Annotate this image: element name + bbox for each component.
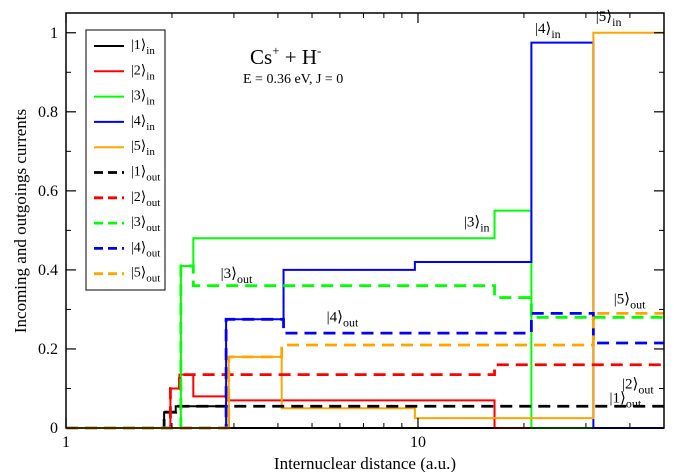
series-line-5out <box>66 311 664 430</box>
annotation-2: |3⟩in <box>464 214 490 234</box>
annotation-7: |1⟩out <box>609 390 641 410</box>
annotation-0-state: |4⟩ <box>535 21 551 37</box>
legend-label-2in: |2⟩in <box>131 63 155 82</box>
legend-label-1out-subscript: out <box>146 172 160 184</box>
legend-label-2in-subscript: in <box>146 70 155 82</box>
annotation-layer: |4⟩in|5⟩in|3⟩in|3⟩out|4⟩out|5⟩out|2⟩out|… <box>221 9 655 410</box>
title-sup2: - <box>317 43 321 58</box>
legend-label-5out-state: |5⟩ <box>131 266 146 281</box>
legend-label-1in-state: |1⟩ <box>131 38 146 53</box>
series-line-2out <box>66 363 664 430</box>
annotation-4-state: |4⟩ <box>327 309 343 325</box>
annotation-6: |2⟩out <box>622 376 654 396</box>
annotation-5: |5⟩out <box>614 292 646 312</box>
legend-label-3in-state: |3⟩ <box>131 89 146 104</box>
legend-label-2out-state: |2⟩ <box>131 190 146 205</box>
legend-label-4out-subscript: out <box>146 247 160 259</box>
y-tick-label: 0.6 <box>38 183 58 200</box>
annotation-2-subscript: in <box>480 220 489 234</box>
legend-label-5out: |5⟩out <box>131 266 160 285</box>
annotation-3-subscript: out <box>237 272 253 286</box>
legend-label-5in-subscript: in <box>146 146 155 158</box>
legend-label-1in: |1⟩in <box>131 38 155 57</box>
annotation-3-state: |3⟩ <box>221 266 237 282</box>
annotation-7-subscript: out <box>626 396 642 410</box>
chart-subtitle: E = 0.36 eV, J = 0 <box>243 72 343 87</box>
x-tick-label: 10 <box>410 434 426 451</box>
legend-label-5in: |5⟩in <box>131 139 155 158</box>
plot-background <box>66 13 664 428</box>
annotation-6-state: |2⟩ <box>622 376 638 392</box>
annotation-4-subscript: out <box>343 315 359 329</box>
series-layer <box>66 31 664 430</box>
legend-label-4out-state: |4⟩ <box>131 240 146 255</box>
annotation-0-subscript: in <box>551 27 560 41</box>
y-tick-label: 0 <box>50 420 58 437</box>
legend-label-3in: |3⟩in <box>131 89 155 108</box>
legend-label-5out-subscript: out <box>146 273 160 285</box>
annotation-1-state: |5⟩ <box>596 9 612 25</box>
x-tick-label: 1 <box>62 434 70 451</box>
legend-label-3out: |3⟩out <box>131 215 160 234</box>
annotation-4: |4⟩out <box>327 309 359 329</box>
legend-label-4in-state: |4⟩ <box>131 114 146 129</box>
y-axis-label: Incoming and outgoings currents <box>11 109 30 333</box>
annotation-5-subscript: out <box>630 298 646 312</box>
legend-label-2in-state: |2⟩ <box>131 63 146 78</box>
chart-title: Cs+ + H- <box>250 43 321 69</box>
legend-label-4in: |4⟩in <box>131 114 155 133</box>
legend-label-1in-subscript: in <box>146 45 155 57</box>
legend-label-3out-subscript: out <box>146 222 160 234</box>
y-tick-label: 1 <box>50 25 58 42</box>
legend-label-2out: |2⟩out <box>131 190 160 209</box>
legend-label-2out-subscript: out <box>146 197 160 209</box>
legend-label-4out: |4⟩out <box>131 240 160 259</box>
annotation-5-state: |5⟩ <box>614 292 630 308</box>
title-mid: + H <box>280 45 318 69</box>
annotation-0: |4⟩in <box>535 21 561 41</box>
annotation-2-state: |3⟩ <box>464 214 480 230</box>
legend-label-4in-subscript: in <box>146 121 155 133</box>
title-sup1: + <box>272 43 279 58</box>
legend-label-3out-state: |3⟩ <box>131 215 146 230</box>
y-tick-label: 0.4 <box>38 262 58 279</box>
annotation-7-state: |1⟩ <box>609 390 625 406</box>
legend-label-5in-state: |5⟩ <box>131 139 146 154</box>
x-axis-label: Internuclear distance (a.u.) <box>274 454 456 472</box>
legend-label-1out: |1⟩out <box>131 165 160 184</box>
y-tick-label: 0.2 <box>38 341 58 358</box>
legend-label-3in-subscript: in <box>146 96 155 108</box>
series-line-3out <box>66 264 664 430</box>
axis-layer: 1 10 0 0.2 0.4 0.6 0.8 1 <box>38 13 665 451</box>
legend-label-1out-state: |1⟩ <box>131 165 146 180</box>
annotation-3: |3⟩out <box>221 266 253 286</box>
legend: |1⟩in|2⟩in|3⟩in|4⟩in|5⟩in|1⟩out|2⟩out|3⟩… <box>85 29 166 291</box>
plot-frame <box>65 12 665 429</box>
title-main: Cs <box>250 45 272 69</box>
annotation-1-subscript: in <box>612 15 621 29</box>
legend-box <box>85 29 166 291</box>
y-tick-label: 0.8 <box>38 104 58 121</box>
annotation-6-subscript: out <box>638 382 654 396</box>
